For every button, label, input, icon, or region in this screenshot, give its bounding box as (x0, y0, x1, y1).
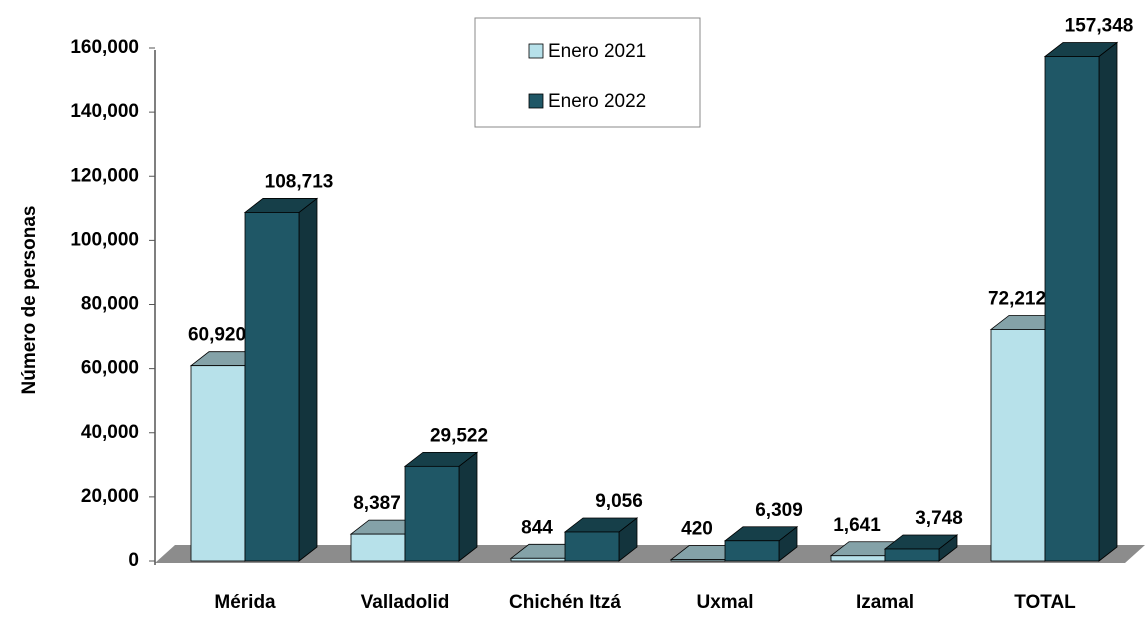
bar-side (1098, 41, 1118, 562)
data-label: 72,212 (988, 288, 1046, 309)
y-tick-label: 140,000 (70, 101, 139, 122)
y-tick-label: 40,000 (81, 422, 139, 443)
bar (350, 533, 406, 562)
legend-swatch (528, 93, 544, 109)
bar (830, 555, 886, 562)
legend-label: Enero 2021 (548, 41, 646, 62)
x-tick-label: Mérida (214, 592, 276, 613)
bar (564, 531, 620, 562)
legend-label: Enero 2022 (548, 91, 646, 112)
data-label: 1,641 (833, 515, 881, 536)
bar (884, 548, 940, 562)
y-tick-label: 120,000 (70, 165, 139, 186)
legend (474, 17, 701, 128)
data-label: 844 (521, 517, 553, 538)
data-label: 108,713 (265, 171, 334, 192)
bar (244, 212, 300, 562)
x-tick-label: TOTAL (1014, 592, 1076, 613)
data-label: 420 (681, 519, 713, 540)
x-tick-label: Valladolid (360, 592, 450, 613)
data-label: 29,522 (430, 425, 488, 446)
bar-side (298, 197, 318, 562)
data-label: 9,056 (595, 491, 643, 512)
y-tick-label: 0 (128, 550, 139, 571)
data-label: 60,920 (188, 325, 246, 346)
data-label: 6,309 (755, 500, 803, 521)
x-tick-label: Izamal (855, 592, 915, 613)
y-tick-label: 100,000 (70, 229, 139, 250)
bar (510, 557, 566, 562)
data-label: 8,387 (353, 493, 401, 514)
bar (724, 540, 780, 562)
bar (990, 329, 1046, 562)
bar-side (458, 451, 478, 562)
legend-swatch (528, 43, 544, 59)
x-tick-label: Uxmal (696, 592, 754, 613)
bar (1044, 56, 1100, 562)
y-tick-label: 160,000 (70, 37, 139, 58)
y-axis-label: Número de personas (19, 206, 40, 395)
y-tick-label: 60,000 (81, 358, 139, 379)
bar (670, 559, 726, 562)
bar (190, 365, 246, 562)
bar (404, 465, 460, 562)
x-tick-label: Chichén Itzá (509, 592, 621, 613)
y-tick-label: 80,000 (81, 294, 139, 315)
y-tick-label: 20,000 (81, 486, 139, 507)
data-label: 157,348 (1065, 16, 1134, 37)
data-label: 3,748 (915, 508, 963, 529)
